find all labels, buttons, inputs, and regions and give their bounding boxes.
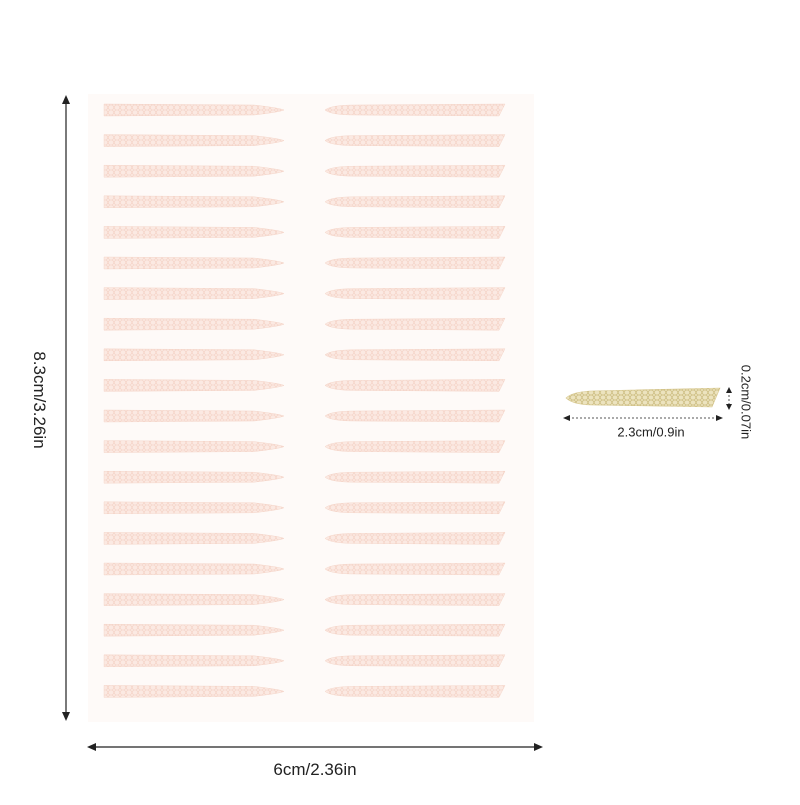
strip-texture: [104, 257, 284, 269]
strip-length-arrow: [563, 415, 723, 421]
strip-texture: [104, 440, 284, 453]
strip-texture: [104, 165, 284, 178]
strip-texture: [104, 501, 284, 514]
strip-texture: [104, 195, 284, 208]
strip-texture: [104, 532, 284, 545]
strip-texture: [104, 287, 284, 300]
strip-texture: [325, 226, 505, 239]
strip-texture: [325, 318, 505, 331]
sheet-width-arrow: [87, 743, 543, 751]
strip-texture: [325, 532, 505, 545]
strip-texture: [104, 471, 284, 484]
strip-texture: [104, 410, 284, 422]
strip-texture: [104, 104, 284, 116]
sample-strip: [565, 387, 721, 408]
strip-texture: [104, 624, 284, 637]
strip-texture: [104, 685, 284, 698]
strip-texture: [325, 257, 505, 269]
strip-texture: [104, 348, 284, 361]
strip-width-arrow: [726, 387, 732, 410]
strip-texture: [325, 563, 505, 575]
strip-texture: [325, 134, 505, 147]
strip-width-label: 0.2cm/0.07in: [738, 364, 754, 440]
strip-texture: [325, 440, 505, 453]
strip-texture: [104, 318, 284, 331]
strip-texture: [104, 379, 284, 392]
strip-texture: [325, 501, 505, 514]
strip-texture: [104, 593, 284, 606]
strip-texture: [325, 379, 505, 392]
strip-texture: [325, 165, 505, 178]
sheet-height-arrow: [62, 95, 70, 721]
strip-texture: [325, 471, 505, 484]
sheet-width-label: 6cm/2.36in: [273, 760, 357, 779]
strip-length-label: 2.3cm/0.9in: [617, 424, 685, 440]
strip-texture: [104, 226, 284, 239]
strip-texture: [104, 134, 284, 147]
strip-texture: [104, 654, 284, 667]
strip-grid: [103, 103, 506, 698]
strip-texture: [104, 563, 284, 575]
strip-texture: [325, 104, 505, 116]
strip-texture: [325, 410, 505, 422]
strip-texture: [325, 624, 505, 637]
sheet-height-label: 8.3cm/3.26in: [30, 351, 49, 449]
strip-texture: [325, 654, 505, 667]
strip-texture: [325, 685, 505, 698]
strip-texture: [325, 348, 505, 361]
strip-texture: [325, 593, 505, 606]
strip-texture: [325, 195, 505, 208]
strip-texture: [325, 287, 505, 300]
